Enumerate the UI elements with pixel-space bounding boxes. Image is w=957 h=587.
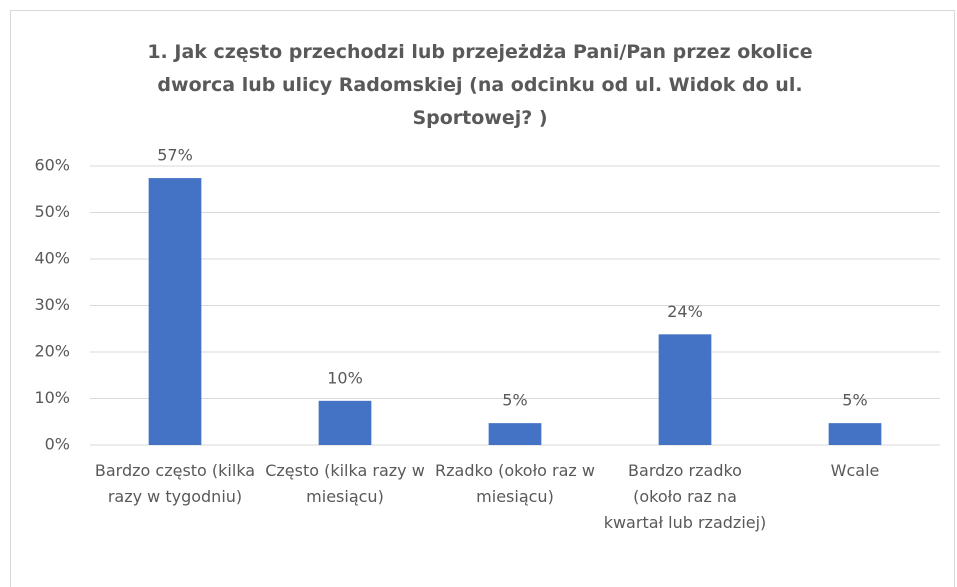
bar (488, 423, 542, 445)
bar (148, 178, 202, 445)
y-tick-label: 30% (34, 295, 70, 314)
x-tick-label: Bardzo często (kilka razy w tygodniu) (94, 461, 256, 506)
bar (318, 400, 372, 445)
bar (658, 334, 712, 445)
x-tick-label: Wcale (830, 461, 880, 480)
y-tick-label: 0% (45, 435, 70, 454)
y-tick-label: 60% (34, 156, 70, 175)
data-label: 10% (327, 368, 363, 387)
y-tick-label: 10% (34, 388, 70, 407)
data-label: 5% (842, 391, 867, 410)
chart-border (10, 10, 955, 587)
x-tick-label: Bardzo rzadko (około raz na kwartał lub … (603, 461, 767, 532)
chart-title: 1. Jak często przechodzi lub przejeżdża … (147, 41, 813, 129)
y-tick-label: 20% (34, 342, 70, 361)
y-tick-label: 40% (34, 249, 70, 268)
data-label: 57% (157, 146, 193, 165)
bar (828, 423, 882, 445)
data-label: 5% (502, 391, 527, 410)
x-tick-label: Często (kilka razy w miesiącu) (265, 461, 425, 506)
x-tick-label: Rzadko (około raz w miesiącu) (435, 461, 595, 506)
y-tick-label: 50% (34, 202, 70, 221)
data-label: 24% (667, 302, 703, 321)
